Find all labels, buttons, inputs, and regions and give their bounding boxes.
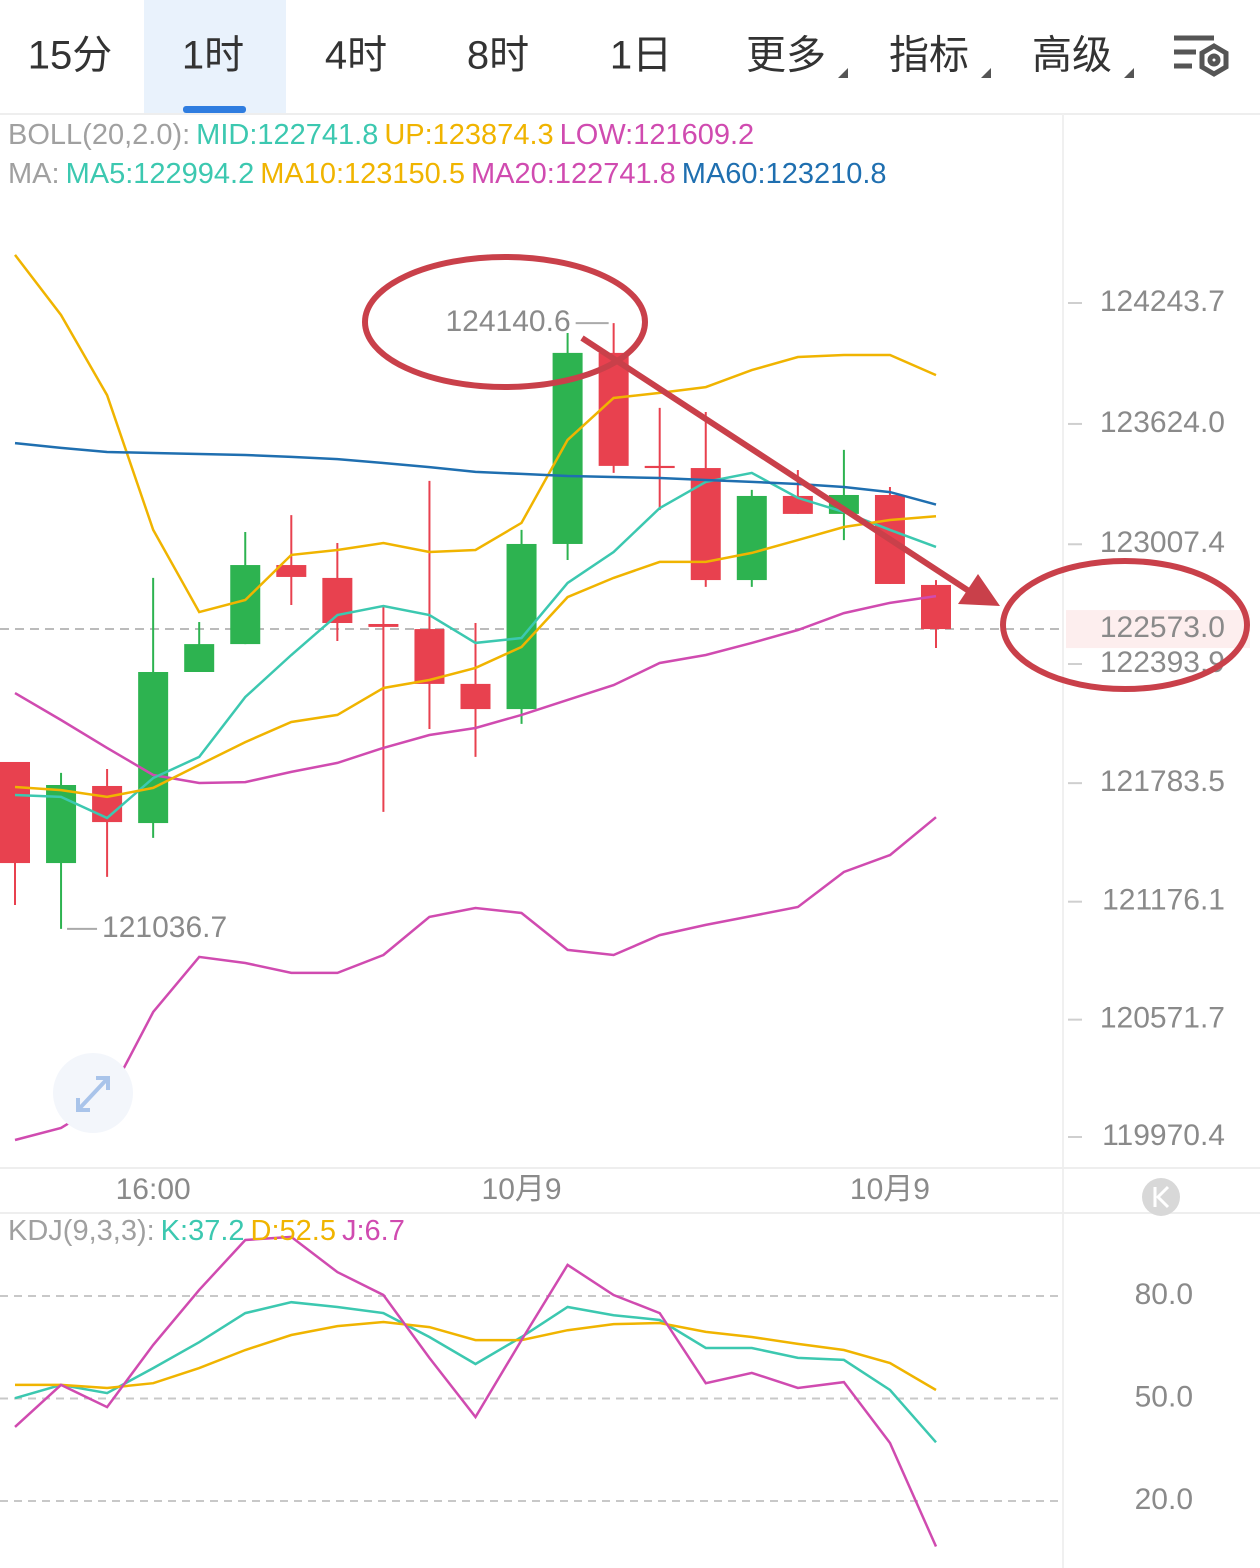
y-tick-label: 20.0 [1135, 1483, 1193, 1516]
legend-item: J:6.7 [342, 1215, 405, 1247]
settings-icon[interactable] [1174, 35, 1229, 77]
highlight-circle [1000, 558, 1250, 692]
highlight-circle [362, 254, 648, 390]
legend-item: BOLL(20,2.0): [8, 119, 190, 151]
legend-item: D:52.5 [251, 1215, 336, 1247]
trend-arrow [580, 335, 977, 598]
tab-label: 指标 [889, 34, 969, 78]
candle-body [921, 584, 951, 630]
y-tick-label: 123007.4 [1100, 526, 1225, 559]
arrow-head [958, 574, 1000, 606]
tab-bar: 15分 1时 4时 8时 1日 更多 指标 高级 [28, 0, 1134, 113]
line-series [14, 471, 937, 820]
candle-body [138, 671, 169, 824]
line-series [14, 254, 937, 614]
x-tick-label: 10月9 [482, 1173, 562, 1206]
tab[interactable]: 1日 [610, 34, 672, 78]
candle-body [276, 565, 307, 577]
line-series [14, 1235, 938, 1548]
y-tick-label: 80.0 [1135, 1278, 1193, 1311]
high-label: 124140.6 [446, 305, 571, 338]
candle-body [598, 352, 629, 466]
legend-item: UP:123874.3 [384, 119, 553, 151]
legend: KDJ(9,3,3): K:37.2 D:52.5 J:6.7 [8, 1215, 405, 1247]
scroll-left-button[interactable] [1142, 1178, 1180, 1216]
legend-item: MA60:123210.8 [682, 158, 887, 190]
candle-body [460, 683, 491, 710]
x-tick-label: 10月9 [850, 1173, 930, 1206]
line-series [14, 594, 937, 785]
legend-item: MID:122741.8 [196, 119, 378, 151]
x-tick-label: 16:00 [116, 1173, 191, 1206]
y-tick-label: 50.0 [1135, 1380, 1193, 1413]
tab-label: 8时 [467, 34, 529, 78]
line-series [15, 1320, 937, 1392]
tab-label: 15分 [28, 34, 113, 78]
icon-hex [1199, 43, 1229, 77]
tab[interactable]: 更多 [746, 34, 848, 78]
legend: MA: MA5:122994.2 MA10:123150.5 MA20:122741.… [8, 158, 887, 190]
expand-icon [76, 1076, 110, 1112]
line-series [14, 515, 937, 799]
button-bg [1142, 1178, 1180, 1216]
tab-underline [183, 106, 246, 113]
dropdown-marker [981, 68, 991, 78]
legend-item: MA10:123150.5 [260, 158, 465, 190]
candle-body [414, 629, 445, 684]
dropdown-marker [838, 68, 848, 78]
y-tick-label: 119970.4 [1102, 1119, 1225, 1152]
tab-label: 高级 [1032, 34, 1112, 78]
line-series [14, 1300, 937, 1444]
legend-item: K:37.2 [161, 1215, 245, 1247]
y-tick-label: 121176.1 [1102, 884, 1225, 917]
tab-label: 1日 [610, 34, 672, 78]
icon-dot [1207, 53, 1221, 67]
candle-body [0, 761, 30, 864]
candle-body [736, 495, 767, 581]
low-label: 121036.7 [102, 911, 227, 944]
candle-body [184, 644, 215, 672]
line-series [14, 816, 937, 1142]
plot: BOLL(20,2.0): MID:122741.8 UP:123874.3 LOW:… [0, 119, 1250, 1548]
y-tick-label: 120571.7 [1100, 1002, 1225, 1035]
annotations [362, 254, 1250, 692]
tab[interactable]: 1时 [144, 0, 286, 113]
tab-label: 4时 [325, 34, 387, 78]
candle-body [644, 465, 675, 469]
expand-button[interactable] [53, 1053, 133, 1133]
k-icon [1153, 1185, 1170, 1209]
tab-highlight [144, 0, 286, 113]
tab[interactable]: 4时 [325, 34, 387, 78]
tab[interactable]: 高级 [1032, 34, 1134, 78]
tab-label: 更多 [746, 34, 826, 78]
last-price-label: 122573.0 [1100, 611, 1225, 644]
legend: BOLL(20,2.0): MID:122741.8 UP:123874.3 LOW:… [8, 119, 754, 151]
tab-label: 1时 [182, 34, 244, 78]
tab[interactable]: 15分 [28, 34, 113, 78]
candle-body [368, 623, 399, 627]
line-series [14, 441, 937, 506]
tab[interactable]: 指标 [889, 34, 991, 78]
dropdown-marker [1124, 68, 1134, 78]
y-tick-label: 124243.7 [1100, 285, 1225, 318]
candle-body [690, 468, 721, 581]
legend-item: LOW:121609.2 [560, 119, 755, 151]
legend-item: MA20:122741.8 [471, 158, 676, 190]
tab[interactable]: 8时 [467, 34, 529, 78]
candle-body [230, 565, 261, 645]
candle-body [92, 785, 123, 823]
legend-item: MA: [8, 158, 60, 190]
y-tick-label: 121783.5 [1100, 765, 1225, 798]
legend-item: KDJ(9,3,3): [8, 1215, 155, 1247]
y-tick-label: 123624.0 [1100, 406, 1225, 439]
last-price-bg [1066, 610, 1250, 649]
legend-item: MA5:122994.2 [66, 158, 255, 190]
